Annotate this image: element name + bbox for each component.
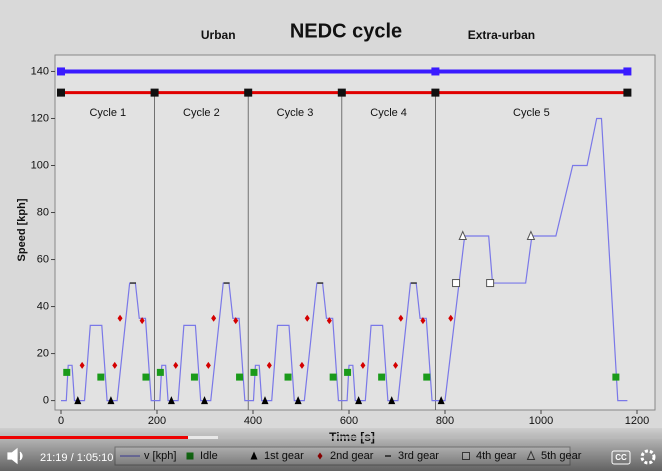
cycle-label: Cycle 1 — [89, 107, 126, 119]
cycle-marker — [57, 88, 65, 97]
marker-2nd-gear — [266, 361, 272, 369]
y-tick-label: 80 — [37, 206, 49, 218]
cycle-label: Cycle 3 — [277, 107, 314, 119]
marker-idle — [63, 368, 71, 376]
x-tick-label: 200 — [148, 415, 166, 427]
marker-idle — [284, 373, 292, 381]
y-tick-label: 20 — [37, 347, 49, 359]
marker-1st-gear — [74, 396, 82, 405]
chart-title: NEDC cycle — [290, 20, 402, 42]
y-tick-label: 100 — [31, 159, 49, 171]
x-tick-label: 600 — [340, 415, 358, 427]
settings-button[interactable] — [640, 449, 656, 465]
marker-2nd-gear — [304, 314, 310, 322]
marker-2nd-gear — [139, 317, 145, 325]
marker-2nd-gear — [393, 361, 399, 369]
marker-4th-gear — [452, 279, 461, 288]
marker-idle — [97, 373, 105, 381]
plot: 0 200 400 600 800 1000 1200 0 20 40 60 80 100 120 140 C… — [31, 28, 650, 427]
y-tick-label: 140 — [31, 65, 49, 77]
y-tick-label: 120 — [31, 112, 49, 124]
marker-idle — [378, 373, 386, 381]
marker-5th-gear — [526, 230, 536, 241]
marker-idle — [344, 368, 352, 376]
marker-1st-gear — [107, 396, 115, 405]
phase-marker — [57, 67, 65, 76]
marker-idle — [329, 373, 337, 381]
y-tick-label: 0 — [43, 395, 49, 407]
marker-idle — [156, 368, 164, 376]
marker-1st-gear — [437, 396, 445, 405]
marker-idle — [423, 373, 431, 381]
marker-idle — [142, 373, 150, 381]
volume-icon[interactable] — [7, 447, 23, 465]
player-bar: 21:19 / 1:05:10 CC — [0, 428, 662, 471]
marker-1st-gear — [201, 396, 209, 405]
marker-2nd-gear — [233, 317, 239, 325]
cycle-marker — [337, 88, 346, 97]
cycle-label: Cycle 4 — [370, 107, 407, 119]
marker-idle — [612, 373, 620, 381]
plot-area — [54, 54, 656, 411]
marker-1st-gear — [167, 396, 175, 405]
cycle-marker — [623, 88, 632, 97]
cycle-label: Cycle 2 — [183, 107, 220, 119]
marker-1st-gear — [294, 396, 302, 405]
phase-marker — [623, 67, 632, 76]
marker-2nd-gear — [299, 361, 305, 369]
marker-2nd-gear — [112, 361, 118, 369]
marker-2nd-gear — [420, 317, 426, 325]
marker-1st-gear — [388, 396, 396, 405]
x-tick-label: 400 — [244, 415, 262, 427]
y-tick-label: 40 — [37, 300, 49, 312]
player-shade — [0, 428, 662, 471]
marker-idle — [236, 373, 244, 381]
cycle-marker — [150, 88, 159, 97]
progress-played — [0, 436, 188, 439]
y-axis-label: Speed [kph] — [16, 198, 28, 261]
marker-2nd-gear — [448, 314, 454, 322]
time-display: 21:19 / 1:05:10 — [40, 452, 113, 464]
y-tick-label: 60 — [37, 253, 49, 265]
marker-2nd-gear — [360, 361, 366, 369]
marker-2nd-gear — [398, 314, 404, 322]
speed-line — [61, 117, 628, 402]
marker-1st-gear — [355, 396, 363, 405]
phase-label: Extra-urban — [468, 28, 535, 42]
cycle-label: Cycle 5 — [513, 107, 550, 119]
phase-marker — [431, 67, 440, 76]
x-tick-label: 1200 — [625, 415, 649, 427]
marker-1st-gear — [261, 396, 269, 405]
marker-2nd-gear — [205, 361, 211, 369]
marker-2nd-gear — [79, 361, 85, 369]
cycle-marker — [431, 88, 440, 97]
marker-4th-gear — [486, 279, 495, 288]
cycle-marker — [244, 88, 253, 97]
marker-2nd-gear — [211, 314, 217, 322]
marker-2nd-gear — [173, 361, 179, 369]
marker-idle — [250, 368, 258, 376]
cc-label: CC — [615, 453, 627, 462]
cc-button[interactable] — [611, 450, 631, 465]
progress-track[interactable] — [0, 436, 662, 439]
phase-label: Urban — [201, 28, 236, 42]
x-tick-label: 800 — [436, 415, 454, 427]
marker-2nd-gear — [117, 314, 123, 322]
marker-2nd-gear — [326, 317, 332, 325]
marker-5th-gear — [458, 230, 468, 241]
marker-idle — [190, 373, 198, 381]
x-tick-label: 0 — [58, 415, 64, 427]
x-tick-label: 1000 — [529, 415, 553, 427]
